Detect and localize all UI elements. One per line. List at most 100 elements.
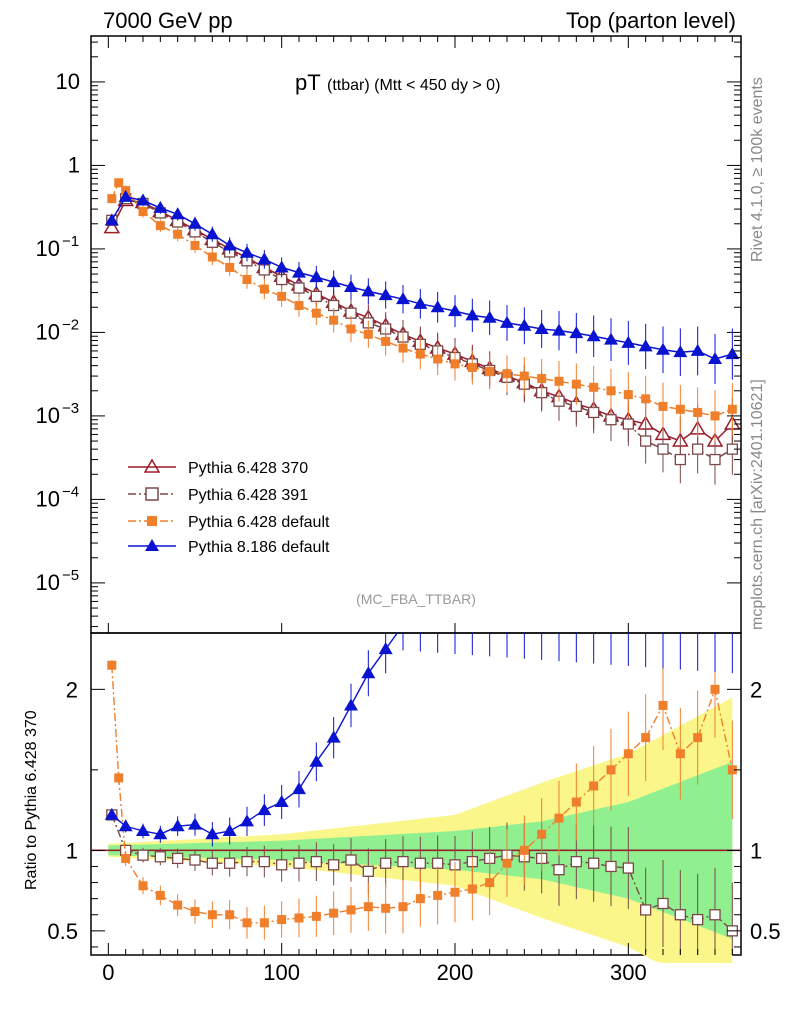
data-point-open-square [206,857,218,869]
data-point-filled-triangle [413,296,428,309]
series-line [111,197,733,461]
series-line [111,199,733,442]
data-point-filled-triangle [257,252,272,265]
data-point-filled-square [259,918,269,928]
data-point-filled-square [571,797,581,807]
data-point-filled-triangle [604,332,618,345]
data-point-filled-triangle [170,819,185,832]
data-point-filled-square [138,207,148,217]
data-point-open-square [692,443,704,455]
legend-marker-open-square [145,487,159,501]
data-point-filled-square [606,386,616,396]
data-point-filled-triangle [690,343,705,356]
data-point-filled-triangle [725,347,740,360]
legend-entry-pythia6-370: Pythia 6.428 370 [128,458,308,477]
data-point-filled-square [450,887,460,897]
data-point-filled-square [277,291,287,301]
data-point-open-square [224,857,236,869]
data-point-filled-square [329,908,339,918]
data-point-open-square [622,418,634,430]
ratio-y-tick-label: 2 [66,677,78,702]
data-point-filled-square [138,881,148,891]
data-point-filled-square [114,178,124,188]
data-point-open-square [293,282,305,294]
data-point-filled-square [107,194,117,204]
data-point-filled-triangle [552,323,566,336]
data-point-filled-square [207,910,217,920]
process-label: Top (parton level) [566,8,736,33]
data-point-filled-square [502,369,512,379]
data-point-open-square [692,913,704,926]
data-point-filled-square [710,684,720,694]
plot-title-main: pT [295,70,321,95]
data-point-filled-square [190,907,200,917]
data-point-filled-square [710,411,720,421]
legend-label: Pythia 6.428 370 [188,460,308,477]
data-point-filled-triangle [621,335,636,348]
data-point-filled-square [363,902,373,912]
data-point-open-square [137,849,149,861]
series-pythia-6-428-default [107,178,737,442]
data-point-filled-triangle [396,292,410,305]
data-point-filled-square [415,349,425,359]
data-point-filled-square [173,229,183,239]
data-point-filled-square [623,749,633,759]
data-point-filled-triangle [708,352,722,365]
data-point-filled-square [346,905,356,915]
data-point-filled-square [519,371,529,381]
data-point-filled-triangle [586,329,601,342]
data-point-open-square [640,904,652,916]
data-point-filled-square [554,376,564,386]
legend-label: Pythia 8.186 default [188,539,330,556]
data-point-filled-triangle [656,342,670,355]
data-point-filled-square [381,903,391,913]
data-point-open-square [172,852,184,865]
ratio-y-tick-label: 1 [66,838,78,863]
data-point-filled-square [658,401,668,411]
data-point-open-square [605,860,617,873]
data-point-filled-square [693,733,703,743]
collision-label: 7000 GeV pp [103,8,233,33]
data-point-filled-triangle [104,807,119,820]
data-point-filled-triangle [153,200,168,213]
data-point-filled-triangle [136,824,150,837]
data-point-filled-square [675,749,685,759]
data-point-filled-square [415,894,425,904]
series-line [111,196,733,360]
y-tick-label: 10 [36,319,60,344]
data-point-filled-triangle [500,315,514,328]
data-point-filled-square [294,913,304,923]
data-point-filled-square [114,773,124,783]
legend-label: Pythia 6.428 default [188,514,330,531]
data-point-filled-triangle [430,300,445,313]
data-point-filled-triangle [326,730,341,743]
data-point-open-square [241,855,253,868]
data-point-filled-square [155,221,165,231]
data-point-open-square [380,857,392,869]
y-tick-label: 1 [68,152,80,177]
data-point-filled-square [225,910,235,920]
data-point-filled-square [641,733,651,743]
series-pythia-6-428-391 [106,192,738,485]
data-point-filled-square [107,660,117,670]
main-series-group [103,178,741,485]
data-point-filled-square [329,315,339,325]
data-point-filled-triangle [638,339,653,352]
data-point-filled-square [242,275,252,285]
data-point-open-square [154,851,166,863]
data-point-filled-triangle [517,318,532,331]
data-point-open-square [709,909,721,921]
legend-marker-open-triangle [143,458,161,473]
data-point-open-square [674,453,686,466]
data-point-filled-square [467,884,477,894]
data-point-filled-triangle [274,260,289,273]
y-tick-label: 10 [36,403,60,428]
data-point-open-square [414,857,426,869]
ratio-plot-frame [90,632,742,956]
data-point-open-square [310,855,322,868]
data-point-filled-triangle [465,308,480,321]
series-line [111,181,733,417]
data-point-filled-triangle [136,193,150,206]
